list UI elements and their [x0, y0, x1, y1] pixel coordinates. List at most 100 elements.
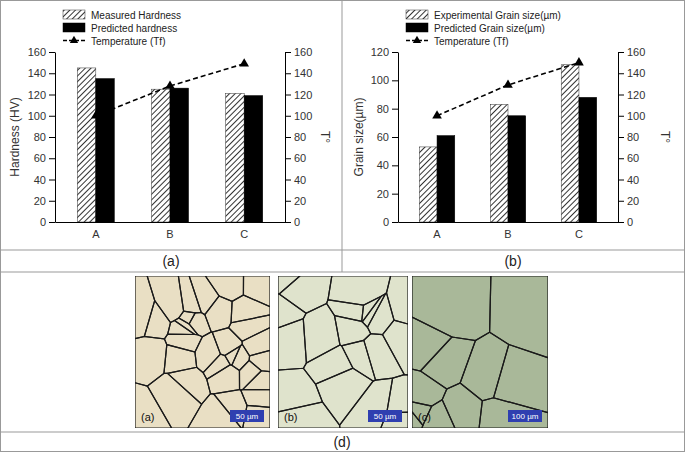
tick-label: C: [240, 228, 248, 240]
legend-swatch: [63, 10, 85, 19]
grain-boundary: [239, 360, 261, 390]
tick-label: 40: [627, 174, 639, 186]
micrograph: (c)100 µm: [412, 276, 548, 428]
tick: 120: [371, 46, 398, 58]
legend-swatch: [406, 23, 428, 32]
tick-label: A: [433, 228, 441, 240]
grain-boundary: [420, 337, 475, 389]
tick-mark: [618, 52, 624, 53]
bar: [226, 93, 245, 222]
axis-line: [399, 222, 619, 223]
grain-boundary: [278, 276, 300, 294]
grain-boundary: [479, 398, 548, 428]
axis-title: Hardness (HV): [8, 97, 22, 176]
micrograph-label: (a): [141, 411, 154, 423]
tick: B: [166, 222, 173, 240]
legend-marker: [70, 36, 78, 43]
tick-label: 140: [627, 67, 645, 79]
legend-label: Temperature (Tf): [91, 36, 165, 47]
tick-mark: [618, 137, 624, 138]
tick-label: 120: [28, 89, 46, 101]
grain-boundary: [189, 276, 219, 315]
tick-mark: [392, 52, 398, 53]
bar: [170, 88, 189, 222]
tick-label: B: [166, 228, 173, 240]
grain-boundary: [243, 371, 270, 390]
tick-label: 60: [627, 152, 639, 164]
micrograph-image: [412, 276, 548, 428]
legend: Experimental Grain size(µm)Predicted Gra…: [406, 10, 561, 47]
tick-label: A: [92, 228, 100, 240]
bar: [151, 89, 170, 222]
tick-label: 160: [627, 46, 645, 58]
legend-label: Predicted hardness: [91, 23, 177, 34]
tick-mark: [618, 180, 624, 181]
grain-boundary: [412, 276, 491, 341]
tick-label: 80: [377, 103, 389, 115]
grain-boundary: [327, 300, 364, 322]
marker: [91, 110, 101, 118]
chart: 020406080100120020406080100120140160ABCG…: [352, 10, 672, 240]
tick-label: 0: [627, 216, 633, 228]
tick-label: 80: [34, 131, 46, 143]
tick-label: 120: [294, 89, 312, 101]
bar: [244, 96, 263, 222]
grain-boundary: [364, 334, 404, 380]
tick: 0: [618, 216, 633, 228]
figure-frame: [1, 1, 685, 452]
grain-boundary: [303, 345, 352, 384]
grain-boundary: [179, 311, 195, 324]
tick-label: 0: [294, 216, 300, 228]
tick-mark: [285, 201, 291, 202]
bar: [579, 97, 597, 222]
grain-boundary: [383, 320, 408, 375]
tick: 20: [285, 195, 306, 207]
tick-label: 100: [28, 110, 46, 122]
tick-mark: [392, 80, 398, 81]
grain-boundary: [178, 276, 201, 313]
tick-label: 80: [627, 131, 639, 143]
tick-label: 40: [377, 159, 389, 171]
grain-boundary: [242, 328, 270, 356]
marker: [165, 80, 175, 88]
grain-boundary: [367, 293, 394, 335]
tick-mark: [285, 52, 291, 53]
line: [96, 64, 244, 116]
axis-line: [55, 53, 56, 223]
tick-label: 20: [294, 195, 306, 207]
grain-boundary: [362, 296, 381, 322]
grain-boundary: [387, 375, 408, 413]
tick: 60: [618, 152, 639, 164]
grain-boundaries: [135, 276, 270, 428]
tick-label: 80: [294, 131, 306, 143]
plot-area: [419, 57, 596, 222]
marker: [239, 58, 249, 66]
tick-mark: [392, 194, 398, 195]
grain-boundary: [212, 328, 242, 356]
grain-boundary: [174, 318, 197, 335]
tick-mark: [618, 222, 624, 223]
tick-label: 20: [377, 188, 389, 200]
tick-label: 120: [371, 46, 389, 58]
tick: 140: [618, 67, 645, 79]
tick-label: B: [504, 228, 511, 240]
grain-boundary: [278, 402, 340, 428]
grain-boundary: [278, 294, 306, 328]
tick-label: 20: [34, 195, 46, 207]
tick-mark: [49, 52, 55, 53]
tick-mark: [285, 95, 291, 96]
grain-boundary: [442, 383, 482, 428]
legend-label: Measured Hardness: [91, 10, 181, 21]
tick: 40: [618, 174, 639, 186]
tick: C: [240, 222, 248, 240]
micrograph-image: [278, 276, 408, 428]
grain-boundary: [490, 276, 548, 358]
grain-boundary: [135, 276, 155, 339]
tick-mark: [285, 73, 291, 74]
grain-boundary: [316, 368, 374, 425]
tick-mark: [285, 180, 291, 181]
bar: [77, 68, 96, 222]
tick-mark: [49, 201, 55, 202]
tick: 120: [618, 89, 645, 101]
panel-caption: (a): [162, 253, 179, 269]
